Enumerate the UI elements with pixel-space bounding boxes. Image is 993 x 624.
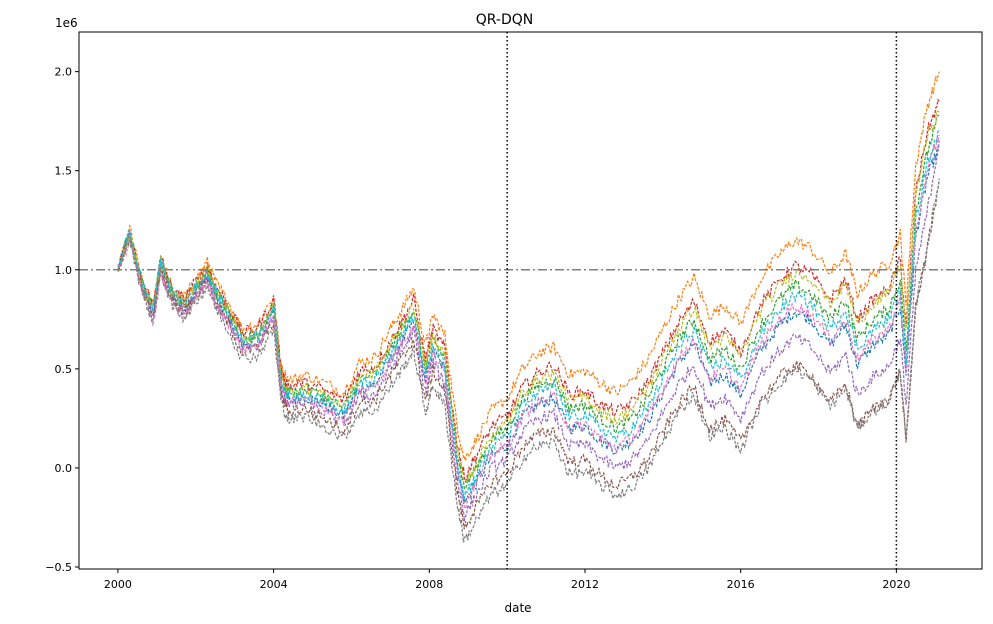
series-line-2 [117,71,940,461]
plot-area [78,31,983,570]
y-offset-label: 1e6 [55,16,78,30]
y-axis: −0.5 0.0 0.5 1.0 1.5 2.0 [45,66,79,574]
y-tick-label: 2.0 [55,66,73,79]
series-line-10 [117,128,940,500]
series-layer [117,71,940,543]
x-tick-label: 2012 [571,578,599,591]
series-line-8 [117,178,940,543]
series-line-4 [117,98,940,484]
y-tick-label: 1.0 [55,264,73,277]
series-line-9 [117,109,940,484]
reference-lines [79,32,982,569]
y-tick-label: −0.5 [45,561,72,574]
y-tick-label: 0.0 [55,462,73,475]
x-tick-label: 2016 [727,578,755,591]
chart-title: QR-DQN [476,12,534,28]
series-line-6 [117,180,940,530]
series-line-1 [117,145,940,505]
series-line-5 [117,140,940,522]
y-tick-label: 1.5 [55,165,73,178]
x-axis-label: date [504,601,531,615]
x-axis: 2000 2004 2008 2012 2016 2020 [104,569,910,591]
x-tick-label: 2000 [104,578,132,591]
series-line-3 [117,114,940,490]
x-tick-label: 2004 [260,578,288,591]
y-tick-label: 0.5 [55,363,73,376]
x-tick-label: 2020 [882,578,910,591]
series-line-7 [117,134,940,510]
x-tick-label: 2008 [415,578,443,591]
